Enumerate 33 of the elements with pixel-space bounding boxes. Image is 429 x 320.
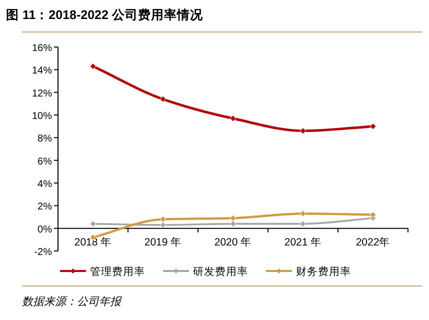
y-tick-label: -2% (34, 247, 52, 258)
point (160, 96, 166, 102)
y-tick-label: 4% (38, 179, 52, 190)
x-tick-label: 2019 年 (144, 236, 182, 248)
y-tick-label: 14% (32, 66, 52, 77)
chart-title: 图 11：2018-2022 公司费用率情况 (6, 7, 204, 22)
x-tick-label: 2022年 (356, 236, 390, 248)
x-tick-label: 2020 年 (214, 236, 252, 248)
point (90, 220, 96, 228)
y-tick-label: 8% (38, 134, 52, 145)
legend-label: 研发费用率 (193, 265, 248, 278)
x-tick-label: 2018 年 (74, 236, 112, 248)
point (300, 220, 306, 228)
point (230, 115, 236, 122)
y-tick-label: 6% (38, 156, 52, 168)
y-tick-label: 16% (32, 43, 52, 54)
point (230, 214, 236, 222)
point (300, 210, 306, 217)
y-tick-label: 0% (38, 224, 52, 236)
point (370, 123, 376, 130)
legend-label: 管理费用率 (90, 265, 145, 278)
point (160, 222, 166, 228)
y-tick-label: 2% (38, 202, 52, 213)
y-tick-label: 12% (32, 88, 52, 100)
x-tick-label: 2021 年 (284, 236, 322, 248)
point (370, 211, 376, 218)
point (230, 220, 236, 228)
y-tick-label: 10% (32, 111, 52, 122)
source-note: 数据来源：公司年报 (22, 295, 122, 308)
point (160, 216, 166, 223)
point (300, 128, 306, 134)
point (90, 63, 96, 70)
legend-label: 财务费用率 (296, 265, 351, 278)
